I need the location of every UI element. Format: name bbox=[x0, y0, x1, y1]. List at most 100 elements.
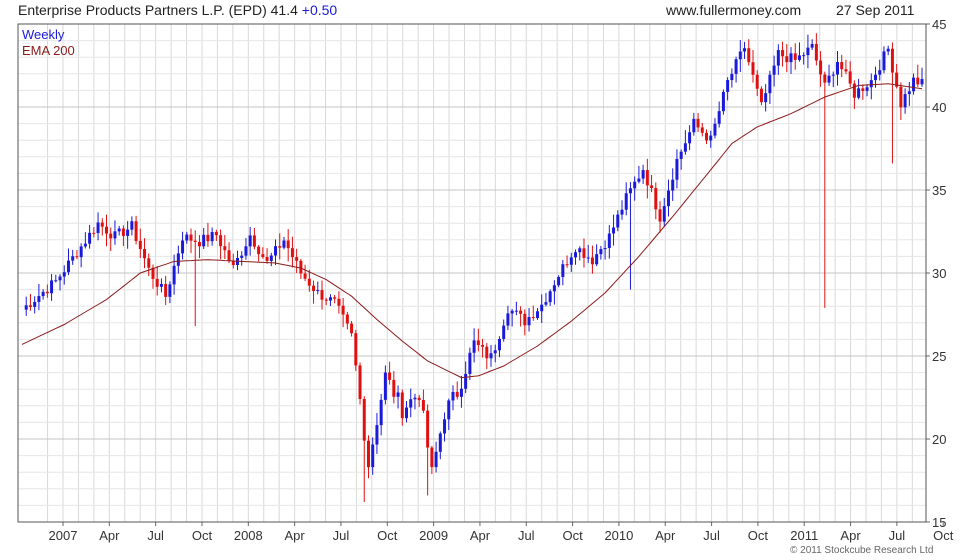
candle-body bbox=[147, 258, 151, 268]
candle-body bbox=[41, 291, 45, 297]
x-tick-label: Jul bbox=[703, 528, 720, 543]
candle-body bbox=[350, 323, 354, 334]
candle-body bbox=[459, 388, 463, 397]
x-tick-label: 2008 bbox=[234, 528, 263, 543]
x-tick-label: Apr bbox=[840, 528, 861, 543]
legend-entry: EMA 200 bbox=[22, 43, 75, 58]
candle-body bbox=[535, 311, 539, 319]
candle-body bbox=[700, 127, 704, 133]
candle-body bbox=[827, 75, 831, 83]
candle-body bbox=[62, 272, 66, 277]
candle-body bbox=[781, 50, 785, 57]
source-site[interactable]: www.fullermoney.com bbox=[666, 2, 802, 18]
x-tick-label: Jul bbox=[147, 528, 164, 543]
candle-body bbox=[814, 43, 818, 61]
candle-body bbox=[721, 91, 725, 112]
candle-body bbox=[759, 88, 763, 103]
title-text: Enterprise Products Partners L.P. (EPD) … bbox=[18, 2, 298, 18]
candle-body bbox=[916, 77, 920, 85]
x-tick-label: Oct bbox=[562, 528, 583, 543]
candle-body bbox=[531, 317, 535, 319]
candle-body bbox=[71, 256, 75, 261]
candle-body bbox=[489, 353, 493, 359]
candle-body bbox=[371, 444, 375, 468]
candle-body bbox=[341, 305, 345, 315]
candle-body bbox=[100, 222, 104, 227]
candle-body bbox=[852, 83, 856, 98]
candle-body bbox=[426, 410, 430, 448]
x-tick-label: Oct bbox=[192, 528, 213, 543]
candle-body bbox=[510, 310, 514, 314]
candle-body bbox=[28, 305, 32, 307]
x-tick-label: Apr bbox=[99, 528, 120, 543]
candle-body bbox=[481, 345, 485, 347]
candle-body bbox=[751, 62, 755, 75]
candle-body bbox=[907, 91, 911, 95]
candle-body bbox=[878, 70, 882, 75]
candle-body bbox=[823, 74, 827, 83]
y-tick-label: 35 bbox=[932, 183, 946, 198]
candle-body bbox=[772, 65, 776, 75]
candle-body bbox=[857, 88, 861, 98]
candle-body bbox=[375, 425, 379, 445]
candle-body bbox=[388, 372, 392, 380]
candle-body bbox=[219, 235, 223, 247]
candle-body bbox=[109, 233, 113, 239]
candle-body bbox=[679, 151, 683, 159]
candle-body bbox=[865, 87, 869, 91]
x-tick-label: Oct bbox=[377, 528, 398, 543]
candle-body bbox=[595, 254, 599, 265]
candle-body bbox=[683, 143, 687, 152]
candle-body bbox=[895, 72, 899, 87]
candle-body bbox=[117, 228, 121, 232]
candle-body bbox=[54, 280, 58, 282]
price-change: +0.50 bbox=[301, 2, 338, 18]
plot-border bbox=[17, 23, 927, 523]
candle-body bbox=[764, 93, 768, 103]
candle-body bbox=[409, 399, 413, 408]
y-tick-label: 20 bbox=[932, 432, 946, 447]
candle-body bbox=[810, 43, 814, 48]
candle-body bbox=[620, 209, 624, 215]
candle-body bbox=[451, 391, 455, 401]
x-tick-label: Apr bbox=[470, 528, 491, 543]
x-tick-label: Oct bbox=[748, 528, 769, 543]
candle-body bbox=[58, 276, 62, 281]
candle-body bbox=[261, 254, 265, 258]
x-tick-label: Oct bbox=[933, 528, 954, 543]
candle-body bbox=[66, 260, 70, 273]
x-tick-label: Apr bbox=[655, 528, 676, 543]
candle-body bbox=[324, 299, 328, 301]
x-tick-label: Apr bbox=[285, 528, 306, 543]
x-tick-label: 2011 bbox=[790, 528, 818, 543]
candle-body bbox=[831, 74, 835, 76]
candle-body bbox=[628, 188, 632, 194]
candle-body bbox=[210, 232, 214, 242]
candle-body bbox=[637, 178, 641, 182]
candle-body bbox=[861, 88, 865, 91]
candle-body bbox=[269, 255, 273, 261]
candle-body bbox=[616, 214, 620, 228]
candle-body bbox=[603, 248, 607, 250]
candle-body bbox=[366, 440, 370, 468]
candle-body bbox=[645, 170, 649, 186]
candle-body bbox=[421, 400, 425, 411]
candle-body bbox=[189, 234, 193, 241]
candle-body bbox=[181, 240, 185, 254]
candle-body bbox=[155, 278, 159, 287]
candle-body bbox=[497, 338, 501, 351]
candle-body bbox=[392, 379, 396, 397]
candle-body bbox=[920, 79, 924, 85]
candle-body bbox=[168, 284, 172, 297]
candle-body bbox=[912, 77, 916, 92]
candle-body bbox=[438, 433, 442, 452]
ema-200-line bbox=[21, 83, 923, 379]
chart-date: 27 Sep 2011 bbox=[836, 2, 915, 18]
candle-body bbox=[835, 62, 839, 75]
candle-body bbox=[819, 60, 823, 75]
candle-body bbox=[206, 234, 210, 242]
candle-body bbox=[726, 80, 730, 92]
legend-entry: Weekly bbox=[22, 27, 65, 42]
copyright: © 2011 Stockcube Research Ltd bbox=[790, 545, 934, 556]
candle-body bbox=[840, 62, 844, 70]
